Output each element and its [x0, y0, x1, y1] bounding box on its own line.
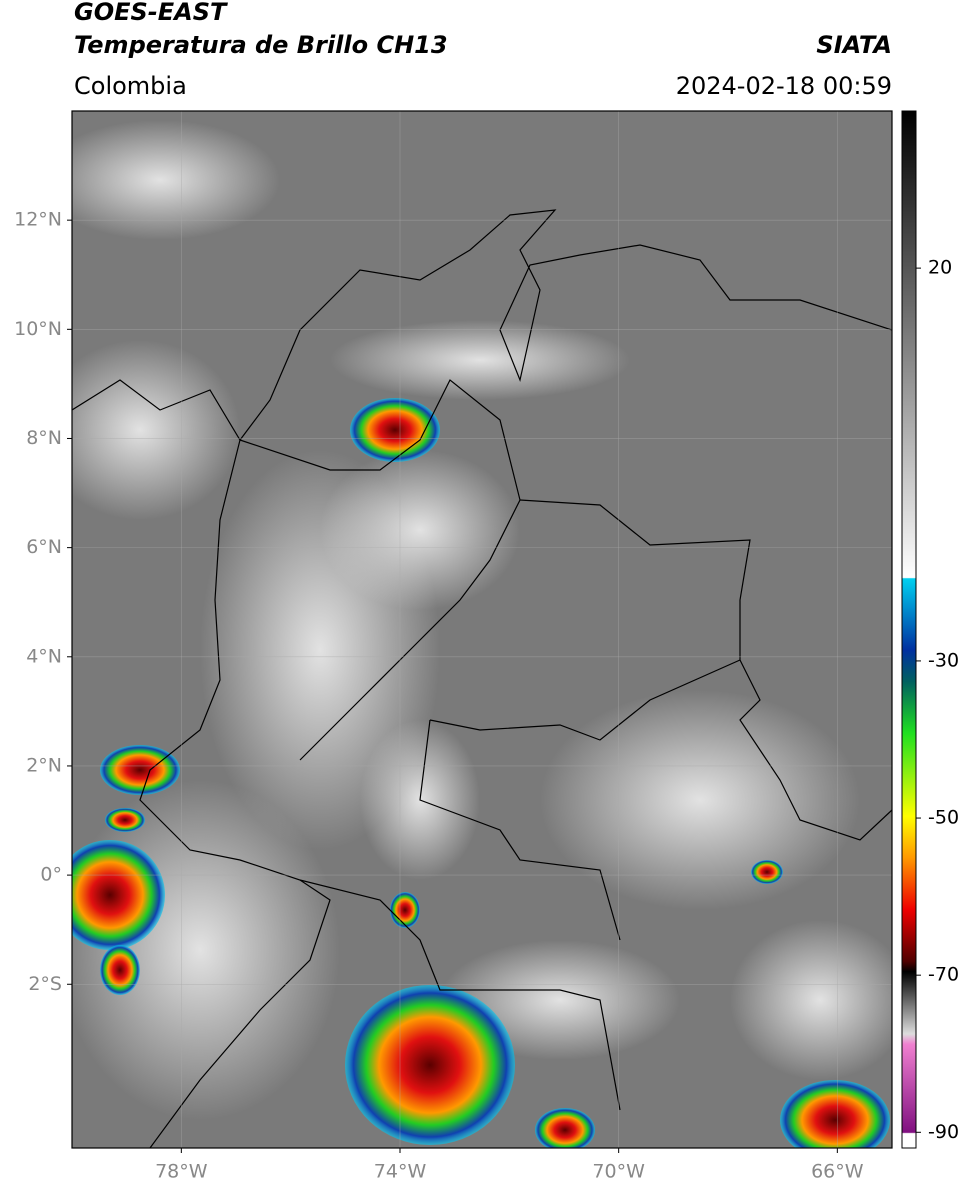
colorbar-tick-label: -50 [928, 807, 959, 829]
y-tick-label: 12°N [14, 209, 62, 231]
x-tick-label: 78°W [155, 1161, 208, 1183]
colorbar-tick-label: -90 [928, 1121, 959, 1143]
datetime: 2024-02-18 00:59 [676, 72, 892, 100]
grid [72, 111, 892, 1148]
y-tick-label: 2°S [28, 973, 62, 995]
y-tick-label: 2°N [26, 754, 62, 776]
x-tick-label: 74°W [374, 1161, 427, 1183]
satellite-image [72, 111, 892, 1148]
x-tick-label: 66°W [811, 1161, 864, 1183]
colorbar [901, 110, 917, 1149]
y-tick-label: 10°N [14, 318, 62, 340]
subtitle: Temperatura de Brillo CH13 [74, 31, 448, 59]
region: Colombia [74, 72, 187, 100]
source: SIATA [816, 31, 892, 59]
storms [72, 398, 890, 1148]
y-tick-label: 6°N [26, 536, 62, 558]
colorbar-tick-label: 20 [928, 257, 952, 279]
coastlines [72, 209, 892, 1148]
title: GOES-EAST [74, 0, 228, 26]
y-tick-label: 4°N [26, 645, 62, 667]
x-tick-label: 70°W [592, 1161, 645, 1183]
colorbar-tick-label: -70 [928, 964, 959, 986]
y-tick-label: 0° [40, 864, 62, 886]
colorbar-tick-label: -30 [928, 649, 959, 671]
map-frame [71, 110, 893, 1149]
y-tick-label: 8°N [26, 427, 62, 449]
